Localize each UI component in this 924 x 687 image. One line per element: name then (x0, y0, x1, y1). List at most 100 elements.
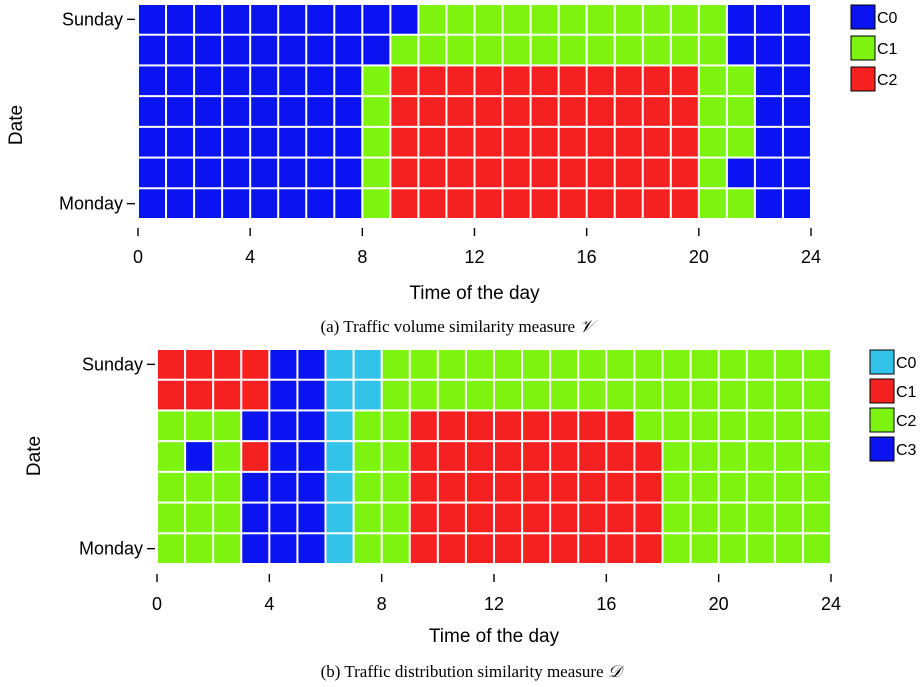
heatmap-cell (447, 66, 474, 96)
heatmap-cell (158, 380, 185, 410)
heatmap-cell (438, 411, 465, 441)
caption: (b) Traffic distribution similarity meas… (321, 662, 625, 681)
heatmap-cell (419, 5, 446, 34)
legend-label: C2 (896, 413, 917, 430)
heatmap-cell (691, 442, 718, 471)
heatmap-cell (438, 534, 465, 563)
heatmap-cell (382, 411, 409, 441)
y-tick-label: Sunday (82, 354, 143, 374)
heatmap-cell (579, 380, 606, 410)
heatmap-cell (503, 189, 530, 218)
heatmap-cell (719, 380, 746, 410)
caption: (a) Traffic volume similarity measure 𝒱 (320, 317, 599, 336)
heatmap-cell (579, 442, 606, 471)
heatmap-cell (419, 66, 446, 96)
heatmap-cell (419, 158, 446, 188)
x-tick-label: 20 (709, 594, 729, 614)
heatmap-cell (755, 127, 782, 157)
heatmap-cell (607, 503, 634, 533)
heatmap-cell (382, 503, 409, 533)
x-tick-label: 4 (245, 247, 255, 267)
heatmap-cell (447, 35, 474, 65)
heatmap-cell (410, 411, 437, 441)
heatmap-cell (447, 189, 474, 218)
heatmap-cell (775, 380, 802, 410)
heatmap-cell (391, 158, 418, 188)
x-tick-label: 12 (484, 594, 504, 614)
heatmap-cell (475, 66, 502, 96)
heatmap-cell (755, 97, 782, 126)
heatmap-cell (382, 534, 409, 563)
heatmap-cell (270, 503, 297, 533)
heatmap-cell (307, 97, 334, 126)
heatmap-cell (447, 127, 474, 157)
heatmap-cell (727, 66, 754, 96)
heatmap-cell (503, 158, 530, 188)
heatmap-cell (335, 5, 362, 34)
heatmap-cell (335, 127, 362, 157)
heatmap-cell (223, 158, 250, 188)
heatmap-cell (363, 97, 390, 126)
heatmap-cell (279, 158, 306, 188)
heatmap-cell (270, 411, 297, 441)
heatmap-cell (727, 189, 754, 218)
heatmap-cell (223, 5, 250, 34)
heatmap-cell (495, 472, 522, 502)
heatmap-cell (551, 472, 578, 502)
heatmap-cell (158, 534, 185, 563)
heatmap-cell (466, 534, 493, 563)
heatmap-cell (587, 35, 614, 65)
legend-swatch (850, 66, 876, 92)
heatmap-cell (587, 127, 614, 157)
heatmap-cell (727, 97, 754, 126)
heatmap-cell (223, 35, 250, 65)
heatmap-cell (214, 503, 241, 533)
heatmap-cell (531, 35, 558, 65)
heatmap-cell (223, 97, 250, 126)
heatmap-cell (783, 97, 810, 126)
heatmap-cell (307, 35, 334, 65)
legend-swatch (850, 4, 876, 30)
heatmap-cell (699, 127, 726, 157)
heatmap-cell (251, 127, 278, 157)
heatmap-cell (391, 189, 418, 218)
heatmap-cell (466, 442, 493, 471)
x-tick-label: 16 (596, 594, 616, 614)
heatmap-cell (195, 189, 222, 218)
heatmap-cell (382, 380, 409, 410)
heatmap-cell (279, 35, 306, 65)
heatmap-cell (307, 189, 334, 218)
heatmap-cell (643, 189, 670, 218)
heatmap-cell (335, 189, 362, 218)
heatmap-cell (391, 66, 418, 96)
heatmap-cell (747, 534, 774, 563)
heatmap-cell (391, 127, 418, 157)
heatmap-cell (755, 5, 782, 34)
heatmap-cell (503, 97, 530, 126)
heatmap-cell (775, 411, 802, 441)
heatmap-cell (354, 411, 381, 441)
heatmap-cell (326, 411, 353, 441)
heatmap-cell (719, 534, 746, 563)
heatmap-cell (559, 35, 586, 65)
heatmap-cell (783, 66, 810, 96)
heatmap-cell (663, 411, 690, 441)
heatmap-cell (279, 5, 306, 34)
legend-label: C2 (877, 72, 898, 89)
heatmap-cell (635, 411, 662, 441)
legend-swatch (869, 349, 895, 375)
heatmap-cell (139, 66, 166, 96)
heatmap-cell (466, 411, 493, 441)
heatmap-cell (551, 380, 578, 410)
heatmap-cell (242, 534, 269, 563)
heatmap-cell (607, 411, 634, 441)
heatmap-cell (643, 127, 670, 157)
heatmap-cell (242, 442, 269, 471)
heatmap-cell (158, 442, 185, 471)
heatmap-cell (410, 380, 437, 410)
heatmap-cell (363, 35, 390, 65)
heatmap-cell (615, 189, 642, 218)
heatmap-cell (195, 97, 222, 126)
heatmap-cell (438, 442, 465, 471)
